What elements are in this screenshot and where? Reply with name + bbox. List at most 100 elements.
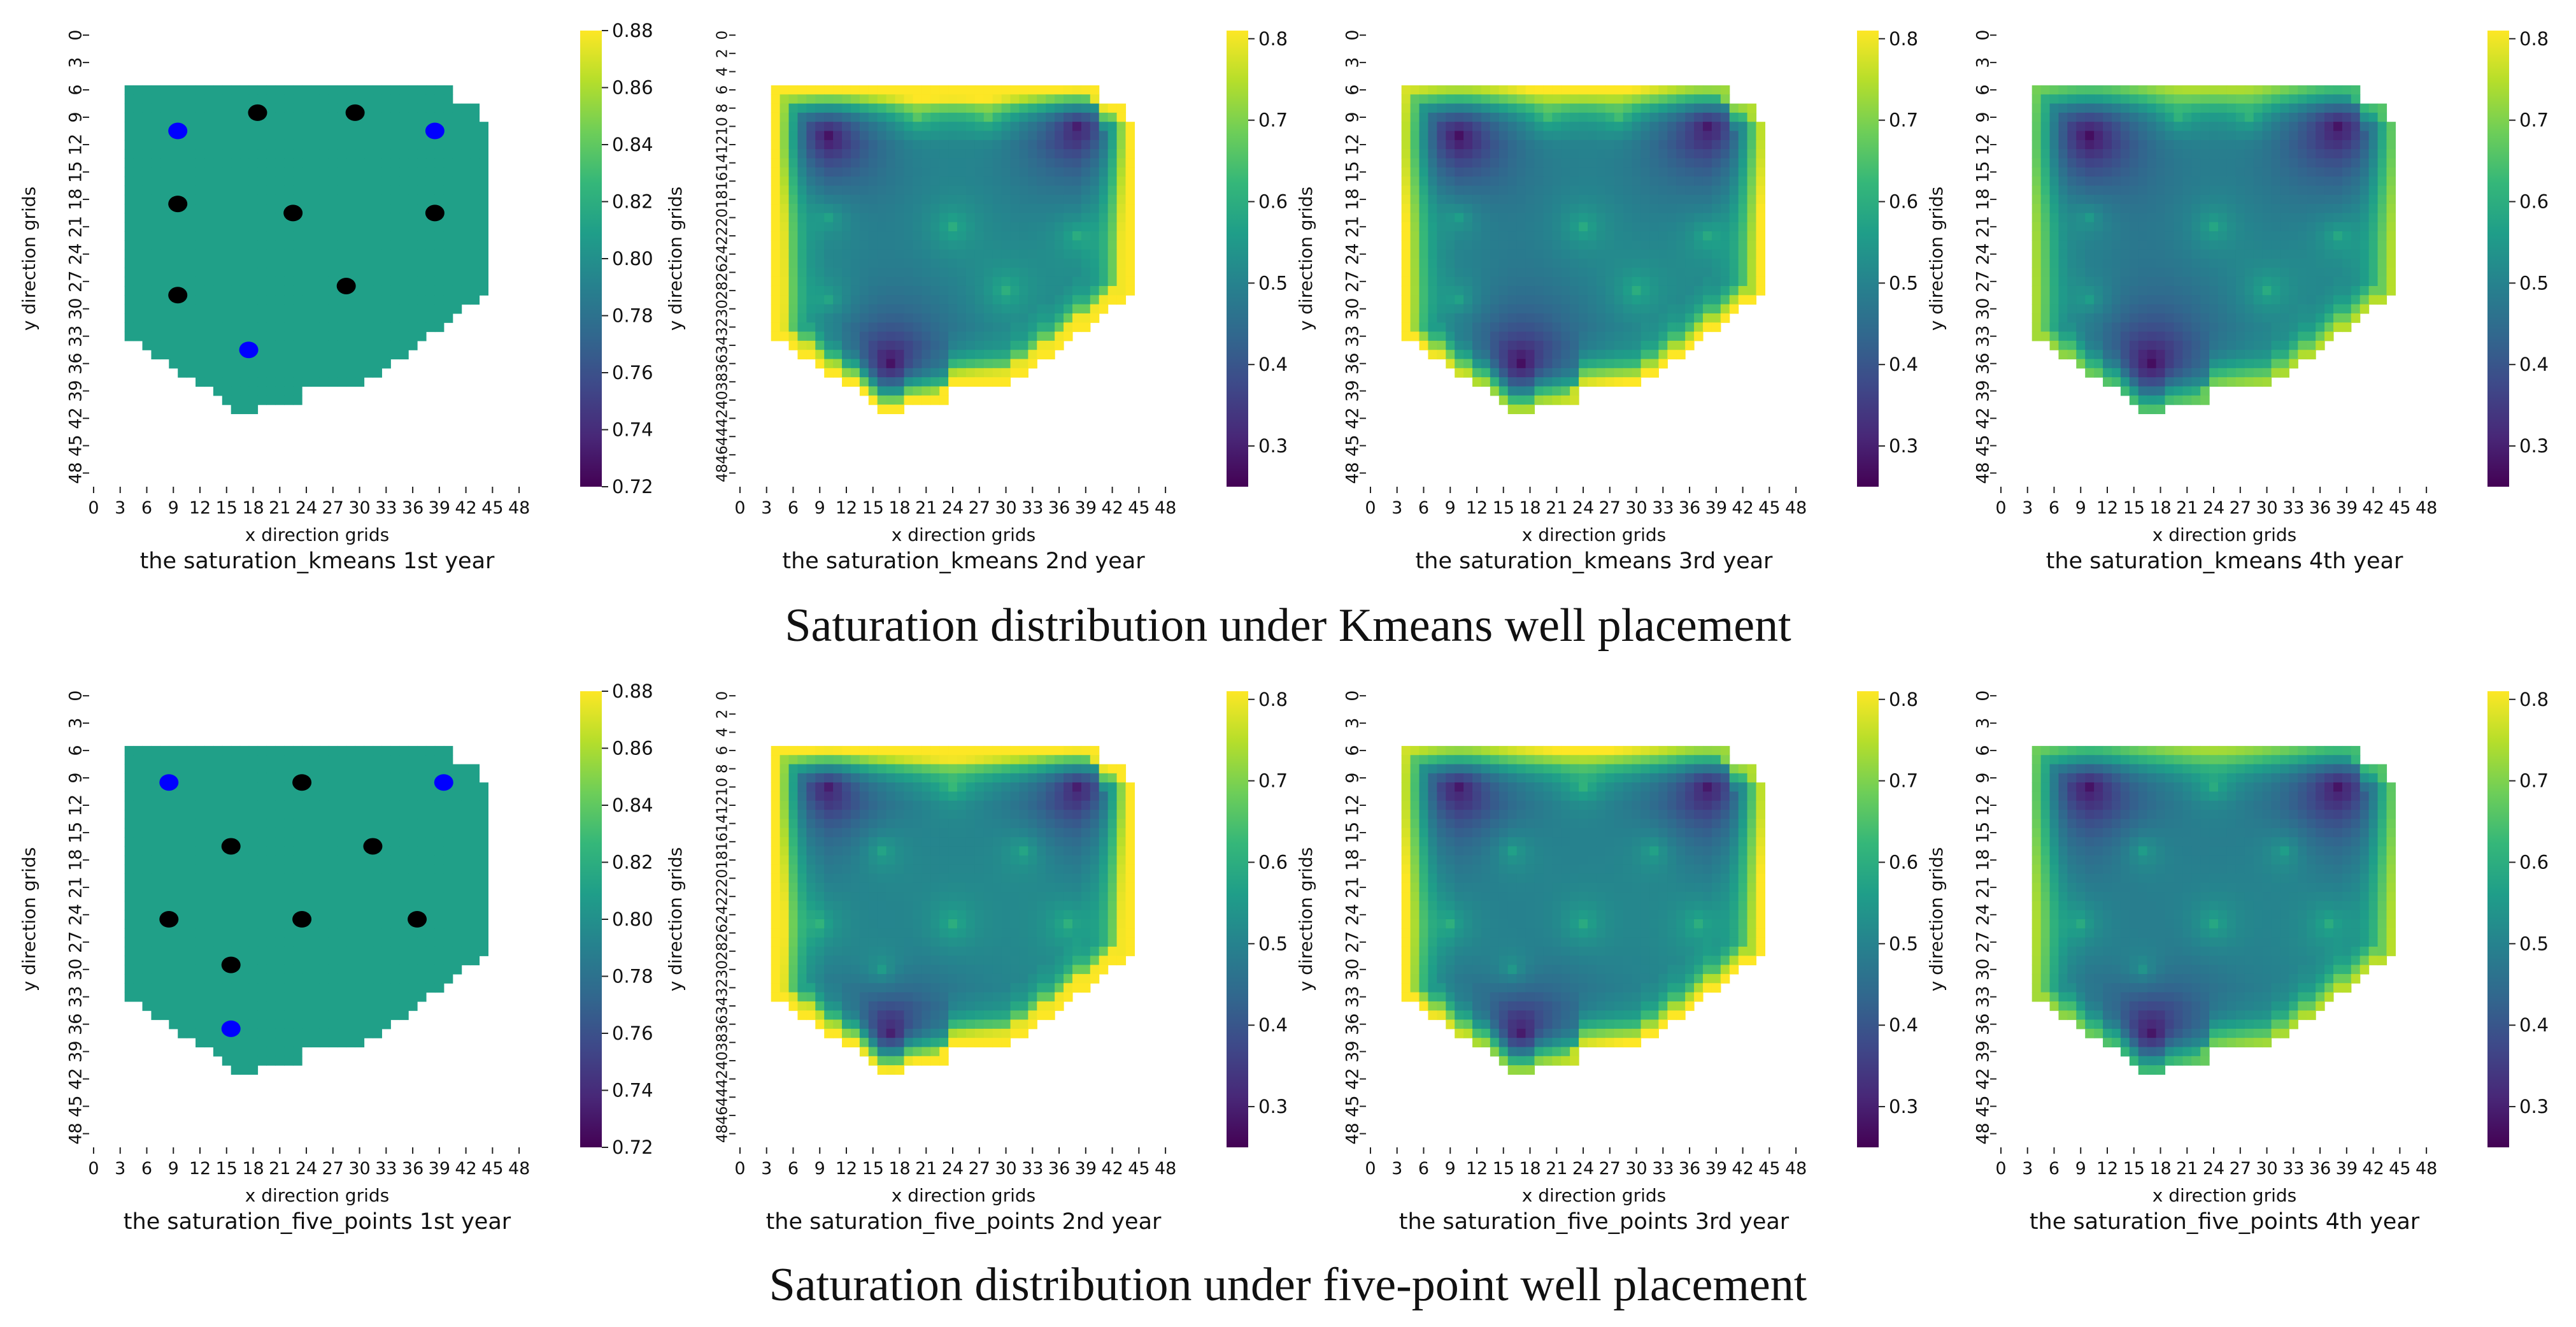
heatmap-cell: [187, 350, 196, 360]
heatmap-cell: [983, 103, 993, 113]
heatmap-cell: [1658, 167, 1668, 177]
heatmap-cell: [1614, 350, 1624, 360]
heatmap-cell: [1099, 231, 1109, 241]
heatmap-cell: [311, 359, 320, 369]
heatmap-cell: [187, 103, 196, 113]
heatmap-cell: [939, 213, 949, 223]
heatmap-cell: [1729, 194, 1739, 204]
heatmap-cell: [1401, 240, 1411, 250]
y-tick-label: 6: [1343, 84, 1363, 95]
heatmap-cell: [904, 285, 913, 296]
heatmap-cell: [2032, 204, 2042, 213]
heatmap-cell: [2094, 149, 2103, 159]
heatmap-cell: [1561, 176, 1570, 187]
heatmap-cell: [364, 194, 374, 204]
heatmap-cell: [1481, 185, 1491, 196]
heatmap-cell: [133, 285, 143, 296]
heatmap-cell: [479, 176, 488, 187]
heatmap-cell: [2280, 167, 2289, 177]
heatmap-cell: [417, 304, 427, 314]
producer-well-marker: [425, 204, 445, 222]
heatmap-cell: [1498, 85, 1509, 95]
heatmap-cell: [2226, 131, 2237, 141]
heatmap-cell: [2280, 222, 2289, 232]
heatmap-cell: [2209, 204, 2219, 213]
heatmap-cell: [939, 268, 949, 278]
heatmap-cell: [2040, 276, 2051, 287]
heatmap-cell: [2182, 268, 2192, 278]
heatmap-cell: [248, 395, 259, 405]
heatmap-cell: [160, 249, 169, 259]
heatmap-cell: [922, 340, 931, 350]
heatmap-cell: [1463, 185, 1473, 196]
heatmap-cell: [1116, 185, 1127, 196]
heatmap-cell: [2058, 222, 2068, 232]
heatmap-cell: [859, 213, 869, 223]
heatmap-cell: [196, 259, 205, 268]
heatmap-cell: [930, 167, 940, 177]
heatmap-cell: [895, 240, 905, 250]
heatmap-cell: [204, 240, 214, 250]
heatmap-cell: [965, 377, 976, 387]
heatmap-cell: [2342, 140, 2352, 150]
heatmap-cell: [1632, 167, 1642, 177]
heatmap-panel-4: 0 3 6 9 12 15 18 21 24 27 30 33 36 39 42 45 480369121518…: [1926, 28, 2549, 574]
heatmap-cell: [930, 94, 940, 104]
heatmap-cell: [275, 359, 285, 369]
colorbar-tick-label: 0.88: [612, 20, 653, 41]
colorbar-tick-label: 0.82: [612, 191, 653, 213]
heatmap-cell: [1667, 259, 1677, 268]
heatmap-cell: [2085, 185, 2095, 196]
heatmap-cell: [1019, 149, 1028, 159]
heatmap-cell: [1410, 112, 1420, 122]
heatmap-cell: [1455, 194, 1464, 204]
heatmap-cell: [2049, 158, 2060, 168]
heatmap-cell: [939, 295, 949, 305]
heatmap-cell: [922, 231, 931, 241]
heatmap-cell: [2226, 240, 2237, 250]
y-tick-label: 12: [1343, 134, 1363, 155]
heatmap-cell: [337, 176, 347, 187]
heatmap-cell: [1481, 240, 1491, 250]
heatmap-cell: [1401, 112, 1411, 122]
heatmap-cell: [373, 368, 382, 378]
heatmap-cell: [1561, 359, 1570, 369]
heatmap-cell: [2147, 122, 2157, 132]
heatmap-cell: [824, 276, 834, 287]
heatmap-cell: [1498, 340, 1509, 350]
heatmap-cell: [1711, 140, 1721, 150]
heatmap-cell: [275, 368, 285, 378]
heatmap-cell: [293, 131, 302, 141]
heatmap-cell: [1605, 149, 1615, 159]
heatmap-cell: [992, 295, 1002, 305]
heatmap-cell: [328, 131, 338, 141]
heatmap-cell: [2174, 240, 2183, 250]
heatmap-cell: [1437, 350, 1446, 360]
heatmap-cell: [151, 268, 160, 278]
heatmap-cell: [293, 122, 302, 132]
heatmap-cell: [257, 331, 267, 341]
heatmap-cell: [1694, 167, 1704, 177]
heatmap-cell: [452, 158, 462, 168]
heatmap-cell: [922, 94, 931, 104]
heatmap-cell: [461, 231, 471, 241]
heatmap-cell: [1658, 350, 1668, 360]
heatmap-cell: [381, 103, 391, 113]
heatmap-cell: [1596, 204, 1606, 213]
heatmap-cell: [868, 276, 878, 287]
heatmap-cell: [1507, 350, 1518, 360]
heatmap-cell: [1570, 340, 1579, 350]
heatmap-cell: [948, 85, 958, 95]
heatmap-cell: [2218, 158, 2228, 168]
heatmap-cell: [266, 122, 276, 132]
x-tick-label: 36: [402, 498, 423, 518]
heatmap-cell: [2298, 185, 2307, 196]
heatmap-cell: [824, 231, 834, 241]
heatmap-cell: [842, 222, 851, 232]
heatmap-cell: [1729, 304, 1739, 314]
heatmap-cell: [2138, 194, 2148, 204]
heatmap-cell: [266, 112, 276, 122]
heatmap-cell: [2174, 158, 2183, 168]
heatmap-cell: [1658, 304, 1668, 314]
heatmap-cell: [1125, 222, 1135, 232]
